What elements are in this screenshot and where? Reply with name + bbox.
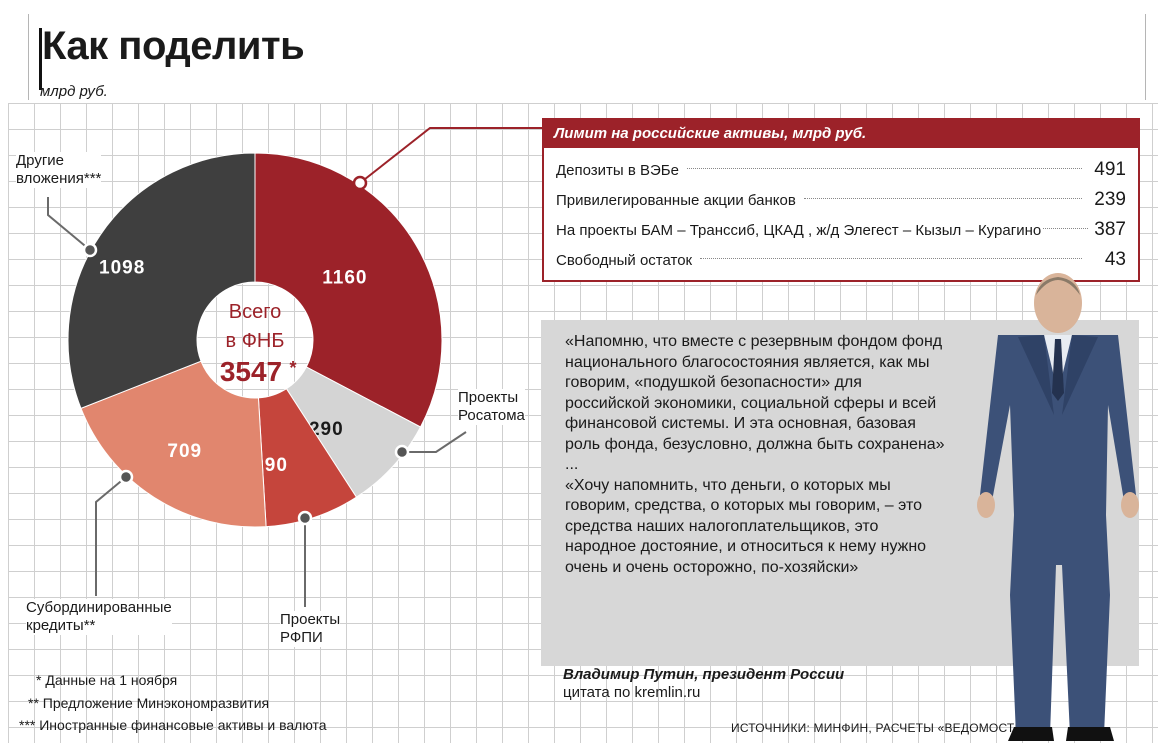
center-total-mark: * xyxy=(289,358,296,378)
dotted-leader xyxy=(686,167,1082,169)
dotted-leader xyxy=(803,197,1082,199)
leader-other xyxy=(47,197,91,251)
slice-fnb-main xyxy=(254,152,443,428)
callout-other-investments: Другие вложения*** xyxy=(16,152,102,188)
dotted-leader xyxy=(1043,227,1088,229)
leader-table xyxy=(359,127,542,184)
limit-table: Лимит на российские активы, млрд руб. Де… xyxy=(542,118,1140,282)
table-row: На проекты БАМ – Транссиб, ЦКАД , ж/д Эл… xyxy=(556,215,1126,245)
quote-text: «Напомню, что вместе с резервным фондом … xyxy=(565,333,945,576)
callout-rosatom-line1: Проекты xyxy=(458,389,519,406)
title-panel xyxy=(28,14,1146,100)
limit-table-title: Лимит на российские активы, млрд руб. xyxy=(544,120,1138,148)
row-label: Привилегированные акции банков xyxy=(556,191,796,209)
slice-subordinated xyxy=(80,360,267,528)
slice-value-label: 1160 xyxy=(322,268,367,289)
slice-value-label: 290 xyxy=(309,419,344,440)
slice-value-label: 709 xyxy=(167,441,202,462)
sources-note: ИСТОЧНИКИ: МИНФИН, РАСЧЕТЫ «ВЕДОМОСТЕЙ» xyxy=(731,721,1039,735)
footnote-2: ** Предложение Минэкономразвития xyxy=(28,695,270,711)
callout-subordinated-line2: кредиты** xyxy=(26,617,96,634)
callout-subordinated-line1: Субординированные xyxy=(26,599,172,616)
dotted-leader xyxy=(700,257,1082,259)
leader-other-dot xyxy=(82,242,98,258)
callout-rosatom: Проекты Росатома xyxy=(458,389,525,425)
callout-rfpi-line1: Проекты xyxy=(280,611,341,628)
row-value: 239 xyxy=(1094,189,1126,210)
center-label-line2: в ФНБ xyxy=(226,330,285,352)
table-row: Привилегированные акции банков 239 xyxy=(556,185,1126,215)
leader-rfpi-dot xyxy=(297,510,313,526)
person-photo xyxy=(977,273,1139,741)
center-label-line1: Всего xyxy=(229,301,281,323)
table-row: Свободный остаток 43 xyxy=(556,245,1126,275)
callout-other-line1: Другие xyxy=(16,152,65,169)
footnote-3: *** Иностранные финансовые активы и валю… xyxy=(19,717,327,733)
callout-rfpi: Проекты РФПИ xyxy=(280,611,341,647)
slice-other xyxy=(67,152,256,410)
callout-other-line2: вложения*** xyxy=(16,170,102,187)
quote-author: Владимир Путин, президент России xyxy=(563,666,845,683)
row-value: 387 xyxy=(1094,219,1126,240)
callout-subordinated: Субординированные кредиты** xyxy=(26,599,172,635)
row-label: На проекты БАМ – Транссиб, ЦКАД , ж/д Эл… xyxy=(556,221,1042,239)
row-label: Депозиты в ВЭБе xyxy=(556,161,679,179)
page-subtitle: млрд руб. xyxy=(40,83,108,100)
leader-rosatom xyxy=(402,431,467,453)
page-title: Как поделить xyxy=(42,24,305,68)
leader-subordinated-dot xyxy=(118,469,134,485)
row-value: 43 xyxy=(1104,249,1126,270)
row-value: 491 xyxy=(1094,159,1126,180)
row-label: Свободный остаток xyxy=(556,251,693,269)
callout-rfpi-line2: РФПИ xyxy=(280,629,323,646)
leader-rosatom-dot xyxy=(394,444,410,460)
callout-rosatom-line2: Росатома xyxy=(458,407,525,424)
leader-subordinated xyxy=(95,476,127,596)
leader-table-dot xyxy=(352,175,368,191)
quote-source: цитата по kremlin.ru xyxy=(563,684,701,701)
slice-value-label: 1098 xyxy=(99,257,145,278)
center-total-value: 3547 xyxy=(220,356,282,387)
title-accent-bar xyxy=(39,28,42,90)
footnote-1: * Данные на 1 ноября xyxy=(36,672,178,688)
table-row: Депозиты в ВЭБе 491 xyxy=(556,155,1126,185)
